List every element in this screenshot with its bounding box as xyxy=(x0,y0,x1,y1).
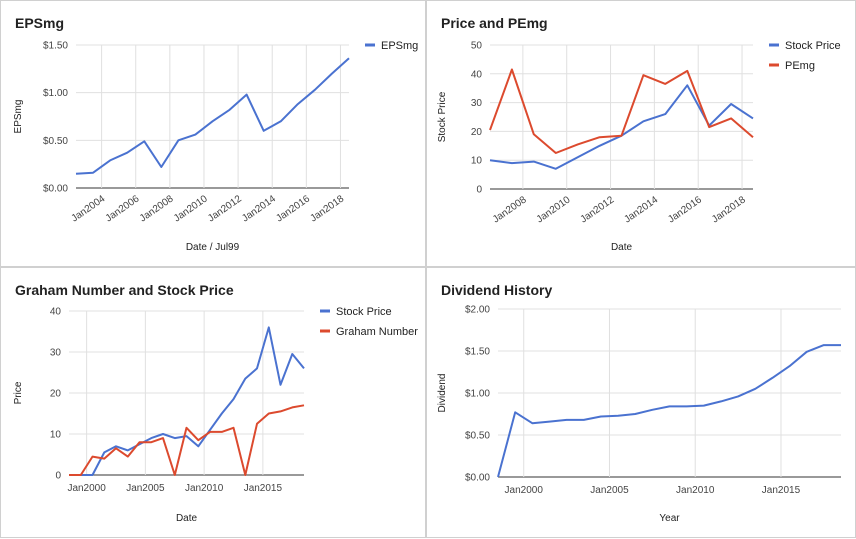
y-tick-label: $1.00 xyxy=(465,389,490,400)
x-tick-label: Jan2018 xyxy=(308,193,346,224)
chart-title: Dividend History xyxy=(441,282,553,298)
x-tick-label: Jan2000 xyxy=(67,483,106,494)
x-tick-label: Jan2016 xyxy=(274,193,312,224)
x-axis-label: Date / Jul99 xyxy=(186,242,240,253)
legend-label: Stock Price xyxy=(336,306,392,318)
y-tick-label: 0 xyxy=(476,185,482,196)
y-tick-label: 40 xyxy=(50,307,62,318)
x-tick-label: Jan2006 xyxy=(104,193,142,224)
y-tick-label: 20 xyxy=(50,389,62,400)
x-tick-label: Jan2016 xyxy=(666,194,704,225)
chart-title: Graham Number and Stock Price xyxy=(15,282,234,298)
x-tick-label: Jan2012 xyxy=(206,193,244,224)
y-tick-label: 50 xyxy=(471,41,483,52)
chart-svg: 0 10 20 30 40 Jan2000 Jan2005 Jan2010 Jan2015 Dat… xyxy=(13,306,418,524)
y-tick-label: 30 xyxy=(50,348,62,359)
y-tick-label: $0.50 xyxy=(43,136,68,147)
x-tick-label: Jan2015 xyxy=(244,483,283,494)
legend-label: Stock Price xyxy=(785,40,841,52)
chart-panel-epsmg: EPSmg $0.00 $0.50 $1.00 $1.50 Jan2004 Jan2006… xyxy=(0,0,426,267)
series-line-pemg xyxy=(489,68,754,154)
legend-label: Graham Number xyxy=(336,326,418,338)
chart-title: Price and PEmg xyxy=(441,15,548,31)
x-tick-label: Jan2010 xyxy=(535,194,573,225)
x-tick-label: Jan2004 xyxy=(70,193,108,224)
y-tick-label: $0.00 xyxy=(43,184,68,195)
legend-label: EPSmg xyxy=(381,40,418,52)
series-line-stock-price xyxy=(69,326,305,476)
series-line-epsmg xyxy=(75,57,350,175)
y-tick-label: $1.50 xyxy=(43,41,68,52)
y-tick-label: 0 xyxy=(55,471,61,482)
chart-svg: $0.00 $0.50 $1.00 $1.50 Jan2004Jan2006Jan200… xyxy=(13,40,418,253)
series-line-0 xyxy=(497,344,841,478)
x-tick-label: Jan2018 xyxy=(710,194,748,225)
chart-panel-graham: Graham Number and Stock Price 0 10 20 30 40 J… xyxy=(0,267,426,538)
x-axis-label: Year xyxy=(659,513,680,524)
x-tick-label: Jan2014 xyxy=(240,193,278,224)
chart-title: EPSmg xyxy=(15,15,65,31)
y-tick-label: $0.50 xyxy=(465,431,490,442)
x-tick-label: Jan2010 xyxy=(185,483,224,494)
x-tick-label: Jan2012 xyxy=(579,194,617,225)
y-tick-label: 10 xyxy=(50,430,62,441)
y-axis-label: Dividend xyxy=(437,374,448,413)
y-tick-label: 30 xyxy=(471,98,483,109)
chart-panel-price-pemg: Price and PEmg 0 10 20 30 40 50 Jan2008 Jan2010… xyxy=(426,0,856,267)
y-axis-label: Stock Price xyxy=(437,91,448,142)
x-tick-label: Jan2005 xyxy=(126,483,165,494)
chart-panel-dividend: Dividend History $0.00 $0.50 $1.00 $1.50 $2.… xyxy=(426,267,856,538)
y-tick-label: $1.50 xyxy=(465,347,490,358)
y-axis-label: EPSmg xyxy=(13,100,24,134)
y-axis-label: Price xyxy=(13,381,24,404)
y-tick-label: 10 xyxy=(471,156,483,167)
x-tick-label: Jan2000 xyxy=(505,485,544,496)
y-tick-label: 40 xyxy=(471,69,483,80)
x-axis-label: Date xyxy=(611,242,633,253)
chart-svg: $0.00 $0.50 $1.00 $1.50 $2.00 Jan2000 Jan2005 J… xyxy=(437,305,841,524)
series-line-graham-number xyxy=(69,404,305,476)
x-tick-label: Jan2014 xyxy=(622,194,660,225)
legend-label: PEmg xyxy=(785,60,815,72)
x-tick-label: Jan2010 xyxy=(172,193,210,224)
x-tick-label: Jan2015 xyxy=(762,485,801,496)
x-tick-label: Jan2008 xyxy=(491,194,529,225)
y-tick-label: $2.00 xyxy=(465,305,490,316)
x-tick-label: Jan2005 xyxy=(590,485,629,496)
x-tick-label: Jan2008 xyxy=(138,193,176,224)
x-axis-label: Date xyxy=(176,513,198,524)
y-tick-label: $0.00 xyxy=(465,473,490,484)
y-tick-label: 20 xyxy=(471,127,483,138)
series-line-stock-price xyxy=(489,84,754,170)
y-tick-label: $1.00 xyxy=(43,88,68,99)
x-tick-label: Jan2010 xyxy=(676,485,715,496)
